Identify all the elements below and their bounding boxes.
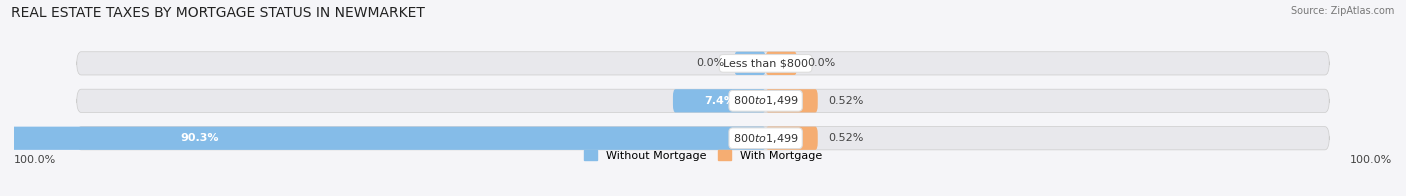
FancyBboxPatch shape — [766, 52, 797, 75]
Text: 90.3%: 90.3% — [181, 133, 219, 143]
FancyBboxPatch shape — [766, 89, 818, 113]
Text: 100.0%: 100.0% — [14, 155, 56, 165]
Text: $800 to $1,499: $800 to $1,499 — [733, 132, 799, 145]
FancyBboxPatch shape — [77, 89, 1329, 113]
Text: 0.52%: 0.52% — [828, 96, 863, 106]
Text: 0.0%: 0.0% — [696, 58, 724, 68]
Text: Less than $800: Less than $800 — [723, 58, 808, 68]
FancyBboxPatch shape — [673, 89, 766, 113]
Text: $800 to $1,499: $800 to $1,499 — [733, 94, 799, 107]
Text: 0.52%: 0.52% — [828, 133, 863, 143]
Text: 7.4%: 7.4% — [704, 96, 735, 106]
Text: REAL ESTATE TAXES BY MORTGAGE STATUS IN NEWMARKET: REAL ESTATE TAXES BY MORTGAGE STATUS IN … — [11, 6, 425, 20]
Text: 0.0%: 0.0% — [807, 58, 835, 68]
FancyBboxPatch shape — [766, 127, 818, 150]
Text: Source: ZipAtlas.com: Source: ZipAtlas.com — [1291, 6, 1395, 16]
FancyBboxPatch shape — [0, 127, 766, 150]
Legend: Without Mortgage, With Mortgage: Without Mortgage, With Mortgage — [579, 146, 827, 165]
FancyBboxPatch shape — [734, 52, 766, 75]
FancyBboxPatch shape — [77, 127, 1329, 150]
FancyBboxPatch shape — [77, 52, 1329, 75]
Text: 100.0%: 100.0% — [1350, 155, 1392, 165]
